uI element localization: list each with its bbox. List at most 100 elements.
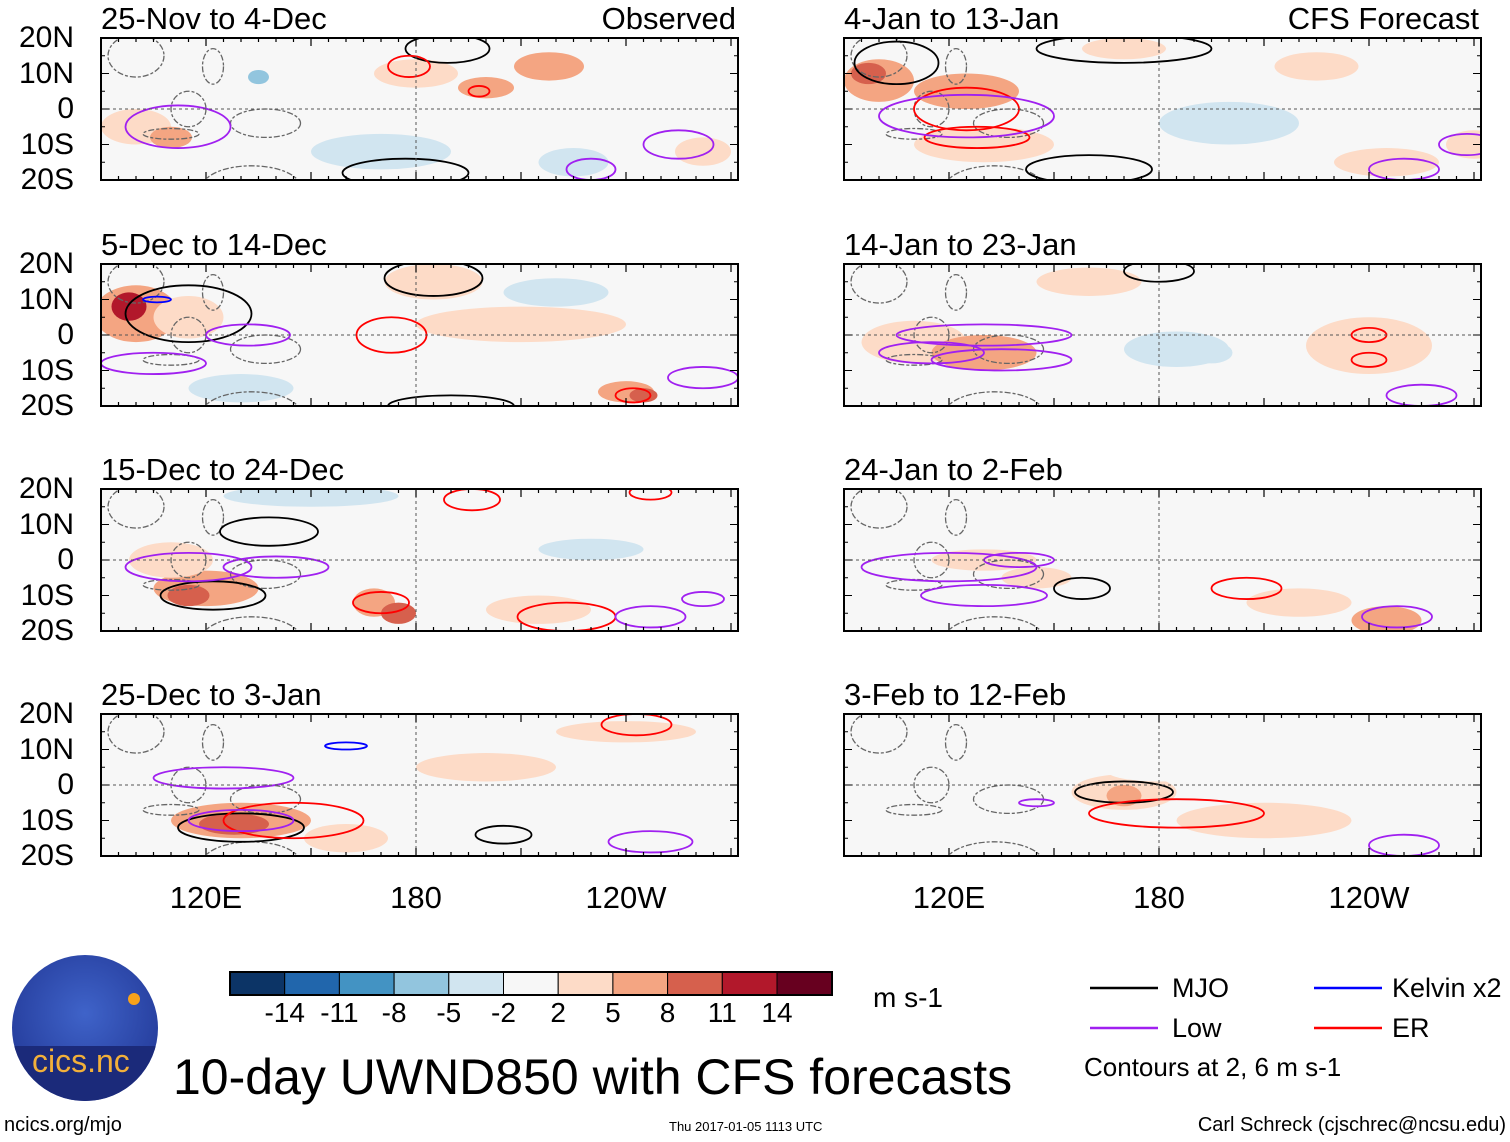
low-contour: [101, 351, 207, 375]
lon-label: 120E: [169, 880, 243, 915]
legend-label: Kelvin x2: [1392, 973, 1502, 1003]
panel-title: 15-Dec to 24-Dec: [101, 452, 344, 487]
low-contour: [614, 605, 687, 629]
wind-anomaly-shading: [416, 306, 626, 343]
low-contour: [1438, 132, 1481, 157]
coastline: [850, 489, 908, 529]
footer-timestamp: Thu 2017-01-05 1113 UTC: [669, 1119, 823, 1134]
wind-anomaly-shading: [188, 374, 294, 403]
mjo-contour: [383, 264, 484, 297]
coastline: [947, 165, 1042, 180]
wind-anomaly-shading: [1176, 802, 1352, 839]
er-contour: [467, 85, 491, 98]
lat-label: 10S: [20, 127, 74, 161]
wind-anomaly-shading: [1036, 267, 1142, 296]
mjo-contour: [219, 516, 319, 547]
coastline: [142, 353, 200, 366]
lat-label: 10N: [18, 507, 74, 541]
coastline: [107, 264, 165, 304]
contour-note: Contours at 2, 6 m s-1: [1084, 1052, 1342, 1082]
colorbar-swatch: [721, 971, 778, 996]
footer-link[interactable]: ncics.org/mjo: [4, 1114, 122, 1136]
panel-source-label: CFS Forecast: [1287, 1, 1479, 36]
colorbar-label: -5: [436, 997, 462, 1028]
wind-anomaly-shading: [1001, 567, 1072, 589]
wind-anomaly-shading: [111, 292, 147, 321]
coastline: [204, 391, 299, 406]
wind-anomaly-shading: [384, 264, 483, 300]
wind-anomaly-shading: [503, 278, 609, 307]
low-contour: [860, 551, 1038, 583]
lat-label: 10N: [18, 56, 74, 90]
wind-anomaly-shading: [556, 721, 696, 743]
colorbar-swatch: [503, 971, 559, 996]
coastline: [947, 841, 1042, 856]
mjo-contour: [177, 812, 305, 843]
kelvin-contour: [324, 741, 368, 751]
mjo-contour: [387, 394, 515, 406]
mjo-contour: [1123, 264, 1195, 283]
lat-label: 20S: [20, 839, 74, 872]
wind-anomaly-shading: [556, 788, 696, 817]
mjo-contour: [474, 824, 533, 845]
panel-title: 25-Dec to 3-Jan: [101, 677, 322, 712]
wind-anomaly-shading: [949, 496, 1089, 518]
er-contour: [352, 591, 410, 615]
colorbar-label: -2: [491, 997, 516, 1028]
wind-anomaly-shading: [914, 126, 1054, 163]
colorbar-swatch: [229, 971, 286, 996]
colorbar-swatch: [338, 971, 395, 996]
colorbar-units: m s-1: [873, 982, 943, 1013]
mjo-contour: [159, 580, 267, 611]
coastline: [201, 499, 225, 536]
low-contour: [607, 830, 694, 854]
panel-title: 25-Nov to 4-Dec: [101, 1, 327, 36]
lat-label: 10N: [18, 732, 74, 766]
colorbar-label: -11: [320, 997, 359, 1028]
low-contour: [124, 104, 232, 149]
map-panel: [100, 713, 739, 857]
coastline: [885, 803, 943, 816]
wind-anomaly-shading: [1281, 267, 1387, 289]
lat-label: 10N: [18, 282, 74, 316]
low-contour: [642, 129, 715, 160]
low-contour: [1361, 605, 1433, 629]
wind-anomaly-shading: [248, 69, 269, 85]
lat-label: 20N: [18, 472, 74, 505]
wind-anomaly-shading: [1446, 130, 1481, 159]
er-contour: [600, 714, 673, 737]
lat-label: 20S: [20, 163, 74, 196]
mjo-contour: [1025, 154, 1153, 180]
low-contour: [667, 366, 738, 390]
coastline: [885, 127, 943, 140]
colorbar-label: 5: [605, 997, 621, 1028]
coastline: [944, 273, 968, 311]
wind-anomaly-shading: [150, 126, 192, 149]
legend-label: Low: [1172, 1013, 1222, 1043]
wind-anomaly-shading: [538, 538, 644, 560]
colorbar-label: 2: [550, 997, 566, 1028]
wind-anomaly-shading: [486, 595, 591, 624]
map-panel: [843, 37, 1482, 181]
low-contour: [895, 323, 1073, 347]
wind-anomaly-shading: [675, 137, 731, 166]
coastline: [885, 353, 943, 366]
low-contour: [681, 591, 725, 608]
lat-label: 20N: [18, 697, 74, 730]
er-contour: [1350, 351, 1388, 368]
wind-anomaly-shading: [1082, 38, 1166, 60]
panel-title: 5-Dec to 14-Dec: [101, 227, 327, 262]
low-contour: [187, 808, 295, 833]
lat-label: 10S: [20, 353, 74, 387]
panel-title: 14-Jan to 23-Jan: [844, 227, 1077, 262]
coastline: [944, 48, 968, 85]
coastline: [142, 127, 200, 140]
lon-label: 180: [1133, 880, 1185, 915]
low-contour: [152, 766, 295, 790]
lat-label: 0: [57, 318, 74, 351]
low-contour: [565, 157, 617, 180]
low-contour: [222, 555, 330, 579]
er-contour: [614, 387, 652, 404]
low-contour: [878, 341, 985, 365]
wind-anomaly-shading: [304, 824, 388, 853]
